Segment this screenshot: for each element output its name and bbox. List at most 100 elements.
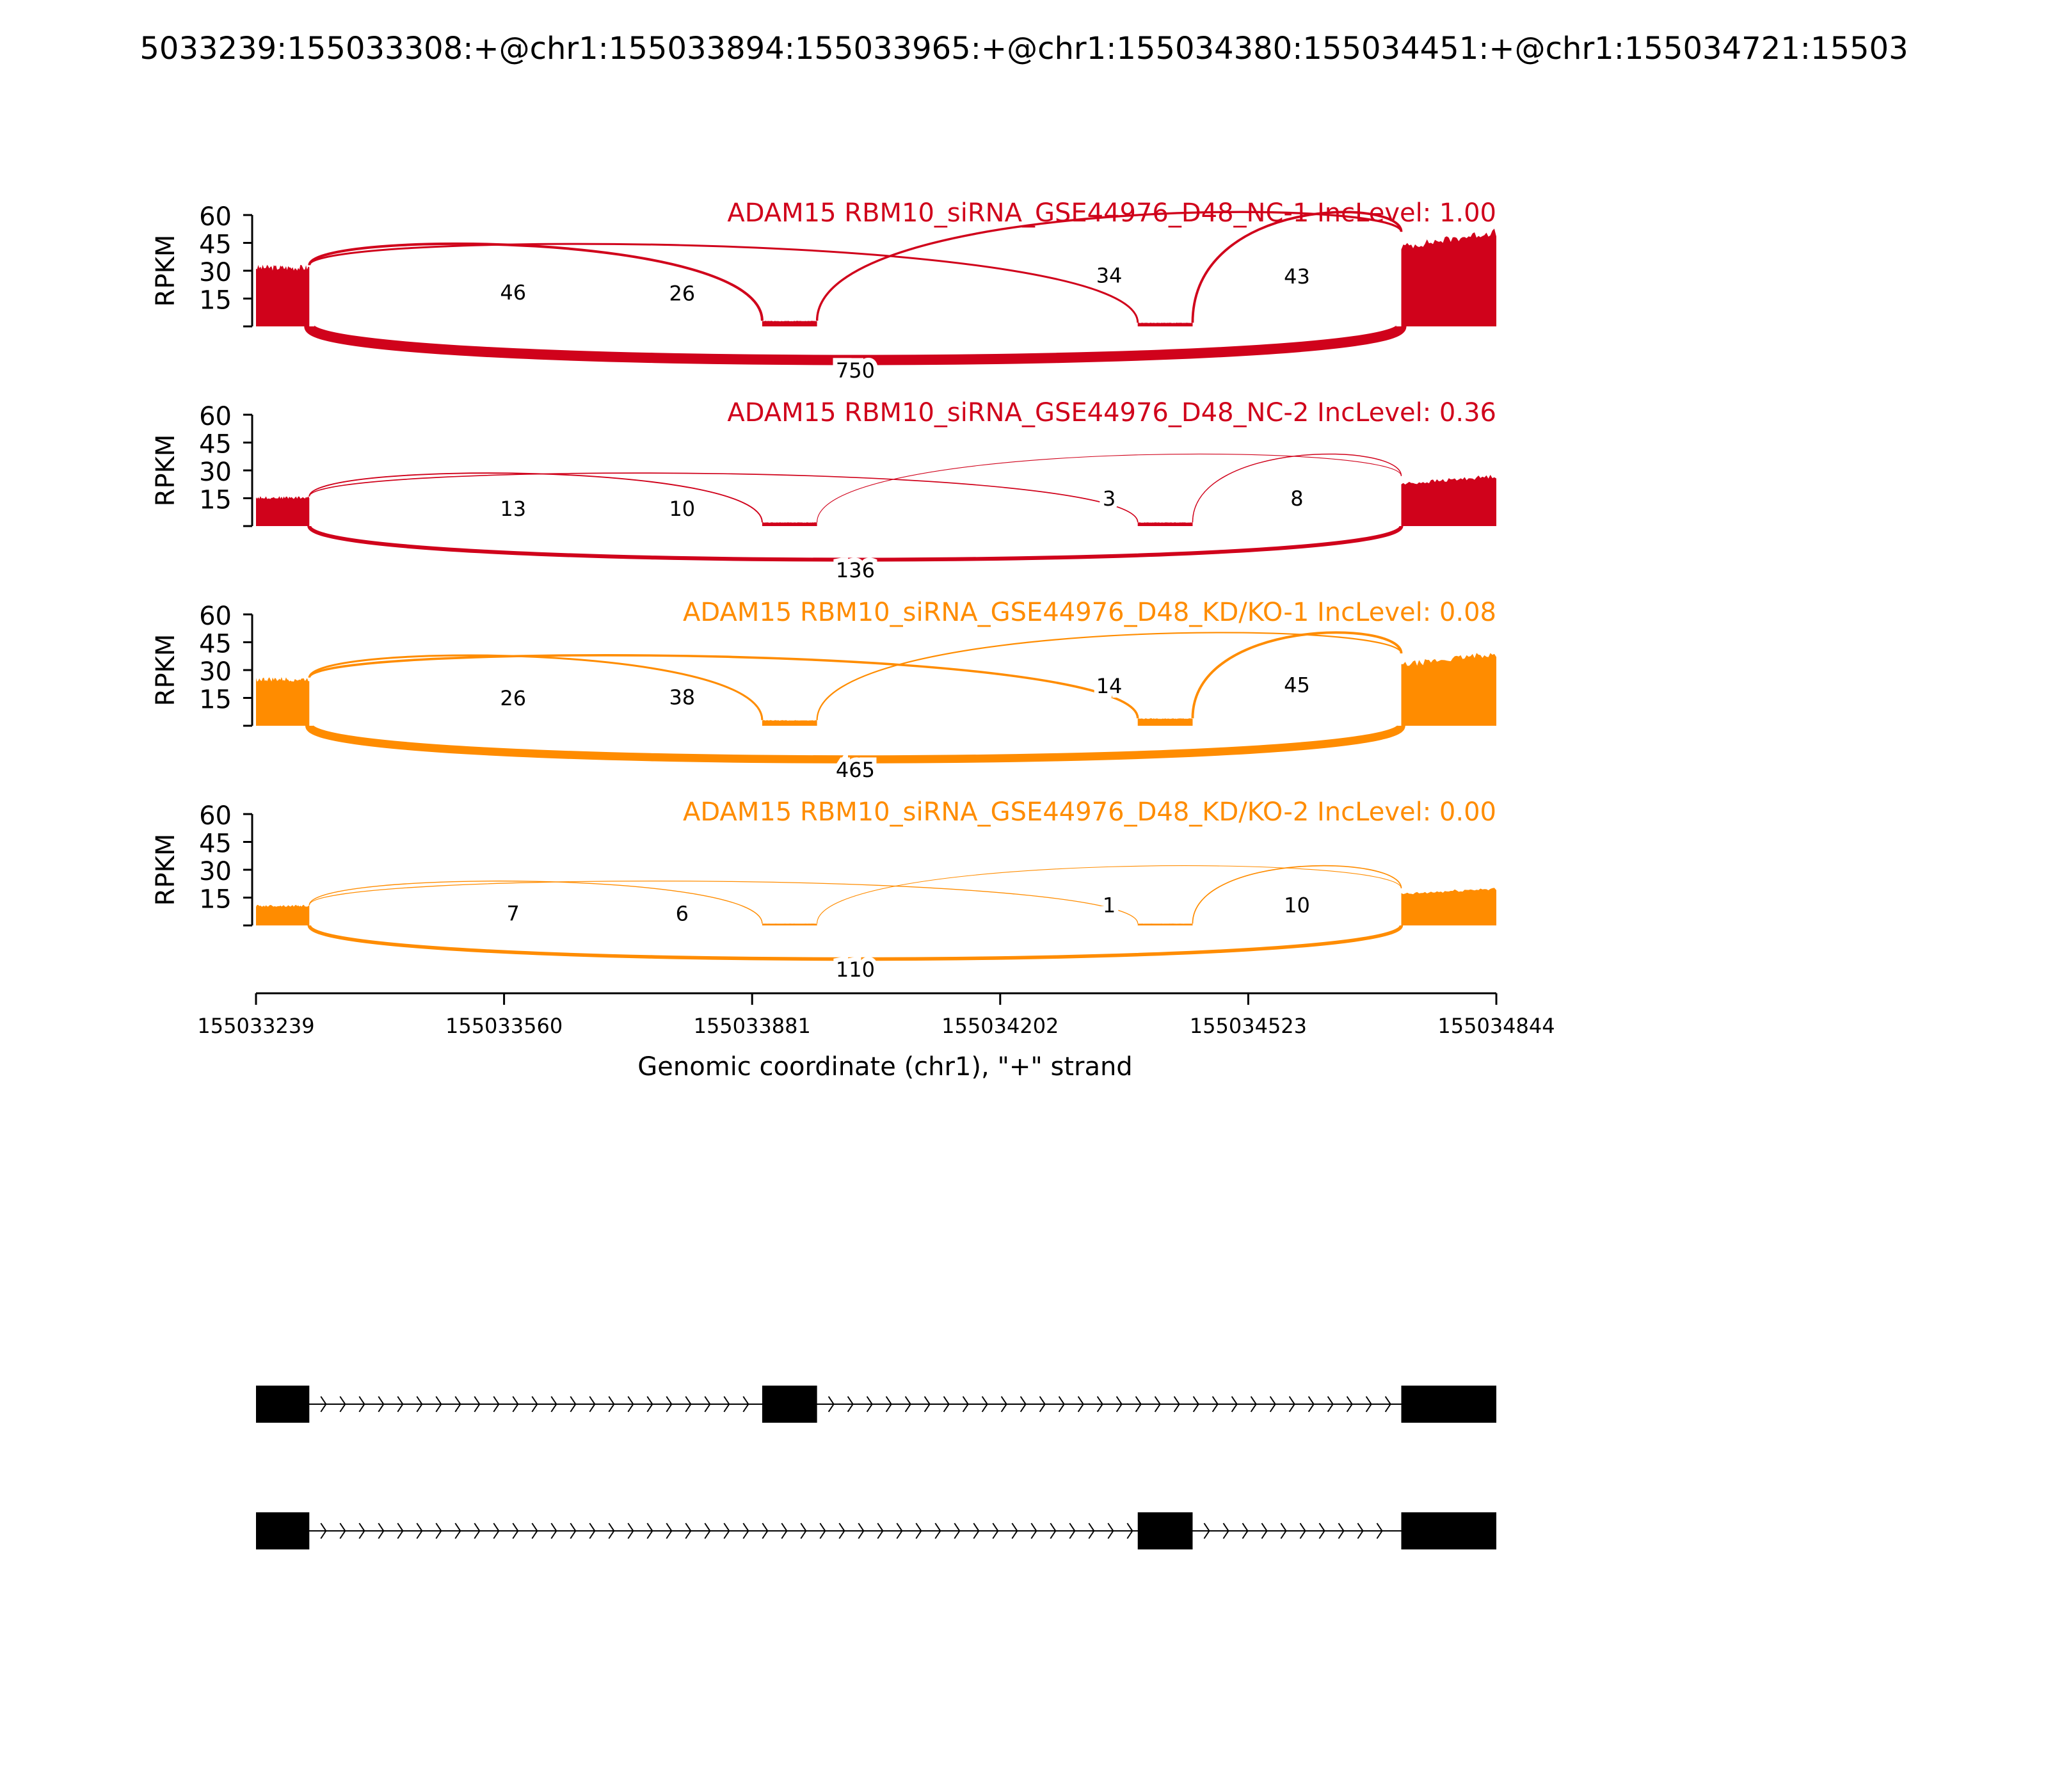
strand-arrow-icon bbox=[1088, 1523, 1095, 1539]
exon-block bbox=[762, 1386, 817, 1423]
strand-arrow-icon bbox=[704, 1396, 711, 1412]
strand-arrow-icon bbox=[1318, 1523, 1325, 1539]
y-axis-label: RPKM bbox=[151, 435, 180, 507]
strand-arrow-icon bbox=[723, 1523, 730, 1539]
y-tick-label: 30 bbox=[199, 857, 232, 886]
junction-arc bbox=[304, 324, 1407, 365]
strand-arrow-icon bbox=[1376, 1523, 1383, 1539]
strand-arrow-icon bbox=[847, 1396, 854, 1412]
strand-arrow-icon bbox=[1261, 1523, 1268, 1539]
strand-arrow-icon bbox=[1288, 1396, 1295, 1412]
strand-arrow-icon bbox=[1346, 1396, 1353, 1412]
strand-arrow-icon bbox=[819, 1523, 826, 1539]
x-tick-label: 155033239 bbox=[197, 1014, 314, 1038]
strand-arrow-icon bbox=[904, 1396, 911, 1412]
coverage-area bbox=[256, 496, 310, 526]
strand-arrow-icon bbox=[378, 1523, 385, 1539]
strand-arrow-icon bbox=[1069, 1523, 1076, 1539]
y-tick-label: 60 bbox=[199, 402, 232, 431]
strand-arrow-icon bbox=[397, 1523, 404, 1539]
isoforms-group bbox=[256, 1386, 1496, 1549]
strand-arrow-icon bbox=[1250, 1396, 1257, 1412]
junction-count-label: 26 bbox=[669, 281, 695, 305]
junction-count-label: 43 bbox=[1284, 264, 1310, 289]
strand-arrow-icon bbox=[608, 1396, 615, 1412]
strand-arrow-icon bbox=[1357, 1523, 1364, 1539]
strand-arrow-icon bbox=[1384, 1396, 1391, 1412]
junction-count-label: 7 bbox=[507, 902, 520, 926]
y-axis-label: RPKM bbox=[151, 235, 180, 307]
exon-block bbox=[1137, 1512, 1193, 1549]
strand-arrow-icon bbox=[1154, 1396, 1161, 1412]
strand-arrow-icon bbox=[416, 1523, 423, 1539]
y-tick-label: 60 bbox=[199, 202, 232, 232]
junction-arc bbox=[308, 880, 1139, 924]
track-title: ADAM15 RBM10_siRNA_GSE44976_D48_NC-1 Inc… bbox=[727, 198, 1496, 228]
coverage-area bbox=[1137, 522, 1193, 526]
x-tick-label: 155033560 bbox=[445, 1014, 563, 1038]
junction-count-label: 136 bbox=[836, 558, 875, 582]
strand-arrow-icon bbox=[320, 1523, 327, 1539]
strand-arrow-icon bbox=[397, 1396, 404, 1412]
strand-arrow-icon bbox=[1231, 1396, 1238, 1412]
x-tick-label: 155034523 bbox=[1190, 1014, 1307, 1038]
strand-arrow-icon bbox=[742, 1523, 749, 1539]
strand-arrow-icon bbox=[627, 1523, 634, 1539]
strand-arrow-icon bbox=[877, 1523, 884, 1539]
junction-count-label: 110 bbox=[836, 957, 875, 982]
y-tick-label: 45 bbox=[199, 829, 232, 859]
junction-arc bbox=[308, 472, 1139, 523]
junction-arc bbox=[308, 654, 764, 721]
strand-arrow-icon bbox=[838, 1523, 845, 1539]
strand-arrow-icon bbox=[646, 1396, 653, 1412]
coverage-area bbox=[1137, 924, 1193, 925]
strand-arrow-icon bbox=[512, 1523, 519, 1539]
strand-arrow-icon bbox=[474, 1523, 481, 1539]
y-tick-label: 60 bbox=[199, 602, 232, 631]
strand-arrow-icon bbox=[1000, 1396, 1007, 1412]
isoform bbox=[256, 1512, 1496, 1549]
track-title: ADAM15 RBM10_siRNA_GSE44976_D48_KD/KO-1 … bbox=[683, 598, 1496, 627]
strand-arrow-icon bbox=[742, 1396, 749, 1412]
coverage-area bbox=[1137, 718, 1193, 726]
y-tick-label: 15 bbox=[199, 486, 232, 515]
strand-arrow-icon bbox=[339, 1396, 346, 1412]
strand-arrow-icon bbox=[1299, 1523, 1306, 1539]
strand-arrow-icon bbox=[550, 1396, 557, 1412]
strand-arrow-icon bbox=[943, 1396, 950, 1412]
junction-arc bbox=[307, 924, 1404, 961]
strand-arrow-icon bbox=[1050, 1523, 1057, 1539]
y-tick-label: 15 bbox=[199, 885, 232, 915]
strand-arrow-icon bbox=[1242, 1523, 1249, 1539]
strand-arrow-icon bbox=[1020, 1396, 1027, 1412]
junction-arc bbox=[817, 865, 1402, 924]
strand-arrow-icon bbox=[962, 1396, 969, 1412]
coverage-area bbox=[256, 264, 310, 326]
strand-arrow-icon bbox=[1107, 1523, 1114, 1539]
coverage-area bbox=[762, 522, 817, 526]
junction-count-label: 46 bbox=[500, 280, 526, 305]
strand-arrow-icon bbox=[1269, 1396, 1276, 1412]
strand-arrow-icon bbox=[1077, 1396, 1084, 1412]
strand-arrow-icon bbox=[358, 1396, 365, 1412]
strand-arrow-icon bbox=[915, 1523, 922, 1539]
coverage-area bbox=[1401, 653, 1496, 726]
strand-arrow-icon bbox=[512, 1396, 519, 1412]
coverage-area bbox=[256, 904, 310, 925]
junction-count-label: 13 bbox=[500, 497, 526, 521]
strand-arrow-icon bbox=[685, 1523, 692, 1539]
strand-arrow-icon bbox=[981, 1396, 988, 1412]
strand-arrow-icon bbox=[1011, 1523, 1018, 1539]
x-axis-label: Genomic coordinate (chr1), "+" strand bbox=[637, 1052, 1132, 1082]
junction-arc bbox=[1192, 865, 1402, 924]
strand-arrow-icon bbox=[531, 1396, 538, 1412]
strand-arrow-icon bbox=[685, 1396, 692, 1412]
strand-arrow-icon bbox=[1212, 1396, 1219, 1412]
strand-arrow-icon bbox=[474, 1396, 481, 1412]
junction-arc bbox=[815, 211, 1403, 321]
exon-block bbox=[1401, 1512, 1496, 1549]
junction-count-label: 14 bbox=[1096, 674, 1123, 698]
strand-arrow-icon bbox=[493, 1523, 500, 1539]
